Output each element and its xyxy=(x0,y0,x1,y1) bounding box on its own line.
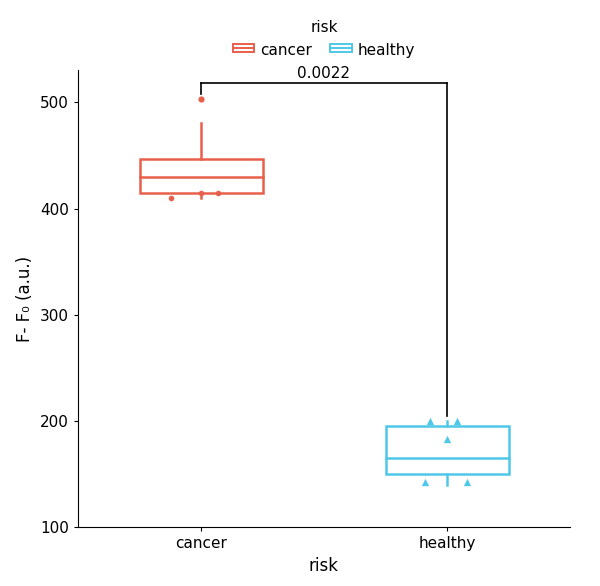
Legend: cancer, healthy: cancer, healthy xyxy=(233,21,415,58)
Bar xyxy=(139,159,263,193)
Point xyxy=(425,417,434,426)
X-axis label: risk: risk xyxy=(309,557,339,575)
Text: 0.0022: 0.0022 xyxy=(298,66,350,81)
Y-axis label: F- F₀ (a.u.): F- F₀ (a.u.) xyxy=(16,256,34,342)
Point xyxy=(196,94,206,104)
Bar xyxy=(386,427,509,474)
Point xyxy=(442,434,452,444)
Point xyxy=(214,188,223,197)
Point xyxy=(196,188,206,197)
Point xyxy=(452,417,461,426)
Point xyxy=(462,477,472,486)
Point xyxy=(420,477,430,486)
Point xyxy=(167,193,176,203)
